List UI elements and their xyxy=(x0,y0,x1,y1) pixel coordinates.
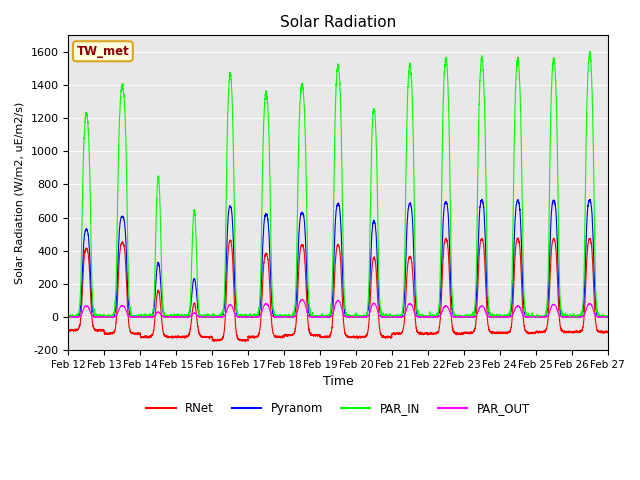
PAR_OUT xyxy=(604,314,611,320)
Pyranom xyxy=(604,314,611,320)
PAR_OUT xyxy=(65,314,72,320)
PAR_IN xyxy=(429,314,436,320)
Text: TW_met: TW_met xyxy=(77,45,129,58)
Pyranom xyxy=(490,314,497,320)
Pyranom xyxy=(318,314,326,320)
Pyranom xyxy=(586,197,594,203)
Y-axis label: Solar Radiation (W/m2, uE/m2/s): Solar Radiation (W/m2, uE/m2/s) xyxy=(15,102,25,284)
Pyranom xyxy=(161,313,169,319)
PAR_IN xyxy=(586,48,594,54)
RNet xyxy=(161,332,169,338)
PAR_IN xyxy=(604,314,611,320)
RNet xyxy=(318,334,326,339)
PAR_IN xyxy=(603,313,611,319)
Line: PAR_IN: PAR_IN xyxy=(68,51,607,317)
Line: RNet: RNet xyxy=(68,238,607,341)
PAR_IN xyxy=(65,314,72,320)
PAR_OUT xyxy=(459,314,467,320)
PAR_OUT xyxy=(318,314,326,320)
PAR_OUT xyxy=(161,314,169,320)
RNet xyxy=(515,235,522,241)
PAR_OUT xyxy=(65,314,72,320)
PAR_IN xyxy=(490,313,497,319)
RNet xyxy=(65,326,72,332)
PAR_IN xyxy=(161,314,169,320)
PAR_OUT xyxy=(603,314,611,320)
X-axis label: Time: Time xyxy=(323,375,353,388)
PAR_IN xyxy=(65,313,72,319)
PAR_OUT xyxy=(490,314,497,320)
Pyranom xyxy=(65,314,72,320)
Legend: RNet, Pyranom, PAR_IN, PAR_OUT: RNet, Pyranom, PAR_IN, PAR_OUT xyxy=(141,397,534,420)
Pyranom xyxy=(459,313,467,319)
PAR_OUT xyxy=(429,314,437,320)
RNet xyxy=(211,338,218,344)
PAR_IN xyxy=(318,313,326,319)
RNet xyxy=(429,331,436,336)
RNet xyxy=(459,332,467,337)
PAR_IN xyxy=(459,314,467,320)
PAR_OUT xyxy=(298,297,305,302)
RNet xyxy=(603,330,611,336)
Pyranom xyxy=(429,314,436,320)
RNet xyxy=(604,330,611,336)
Pyranom xyxy=(603,314,611,320)
Line: Pyranom: Pyranom xyxy=(68,200,607,317)
Line: PAR_OUT: PAR_OUT xyxy=(68,300,607,317)
RNet xyxy=(490,329,497,335)
Title: Solar Radiation: Solar Radiation xyxy=(280,15,396,30)
